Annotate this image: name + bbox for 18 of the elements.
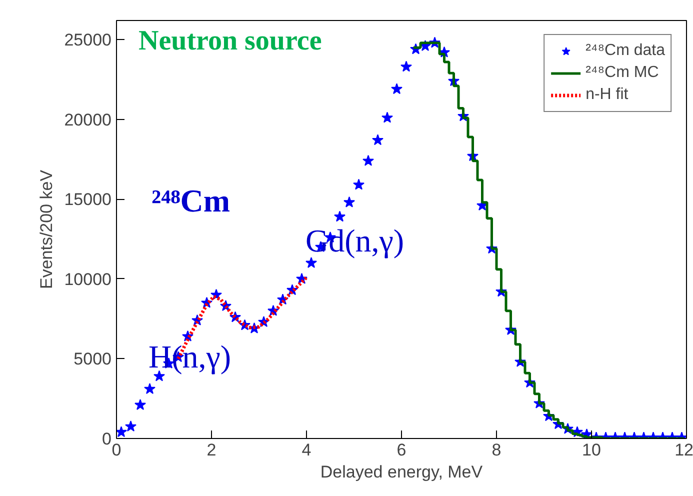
x-tick-label: 4 [302, 440, 312, 460]
x-tick-label: 12 [674, 440, 693, 460]
legend-label: n-H fit [586, 86, 628, 104]
y-tick-label: 5000 [74, 350, 112, 369]
legend-label: ²⁴⁸Cm data [586, 42, 665, 60]
x-tick-label: 2 [206, 440, 216, 460]
y-tick-label: 10000 [64, 270, 112, 289]
y-axis-title: Events/200 keV [37, 169, 56, 290]
x-tick-label: 10 [582, 440, 601, 460]
x-tick-label: 8 [492, 440, 502, 460]
y-tick-label: 25000 [64, 30, 112, 50]
x-tick-label: 6 [396, 440, 406, 460]
y-tick-label: 20000 [64, 110, 112, 130]
legend-label: ²⁴⁸Cm MC [586, 64, 659, 82]
annotation: ²⁴⁸Cm [152, 182, 230, 218]
x-axis-title: Delayed energy, MeV [320, 462, 484, 482]
annotation: Neutron source [138, 26, 322, 56]
y-tick-label: 15000 [64, 190, 112, 210]
